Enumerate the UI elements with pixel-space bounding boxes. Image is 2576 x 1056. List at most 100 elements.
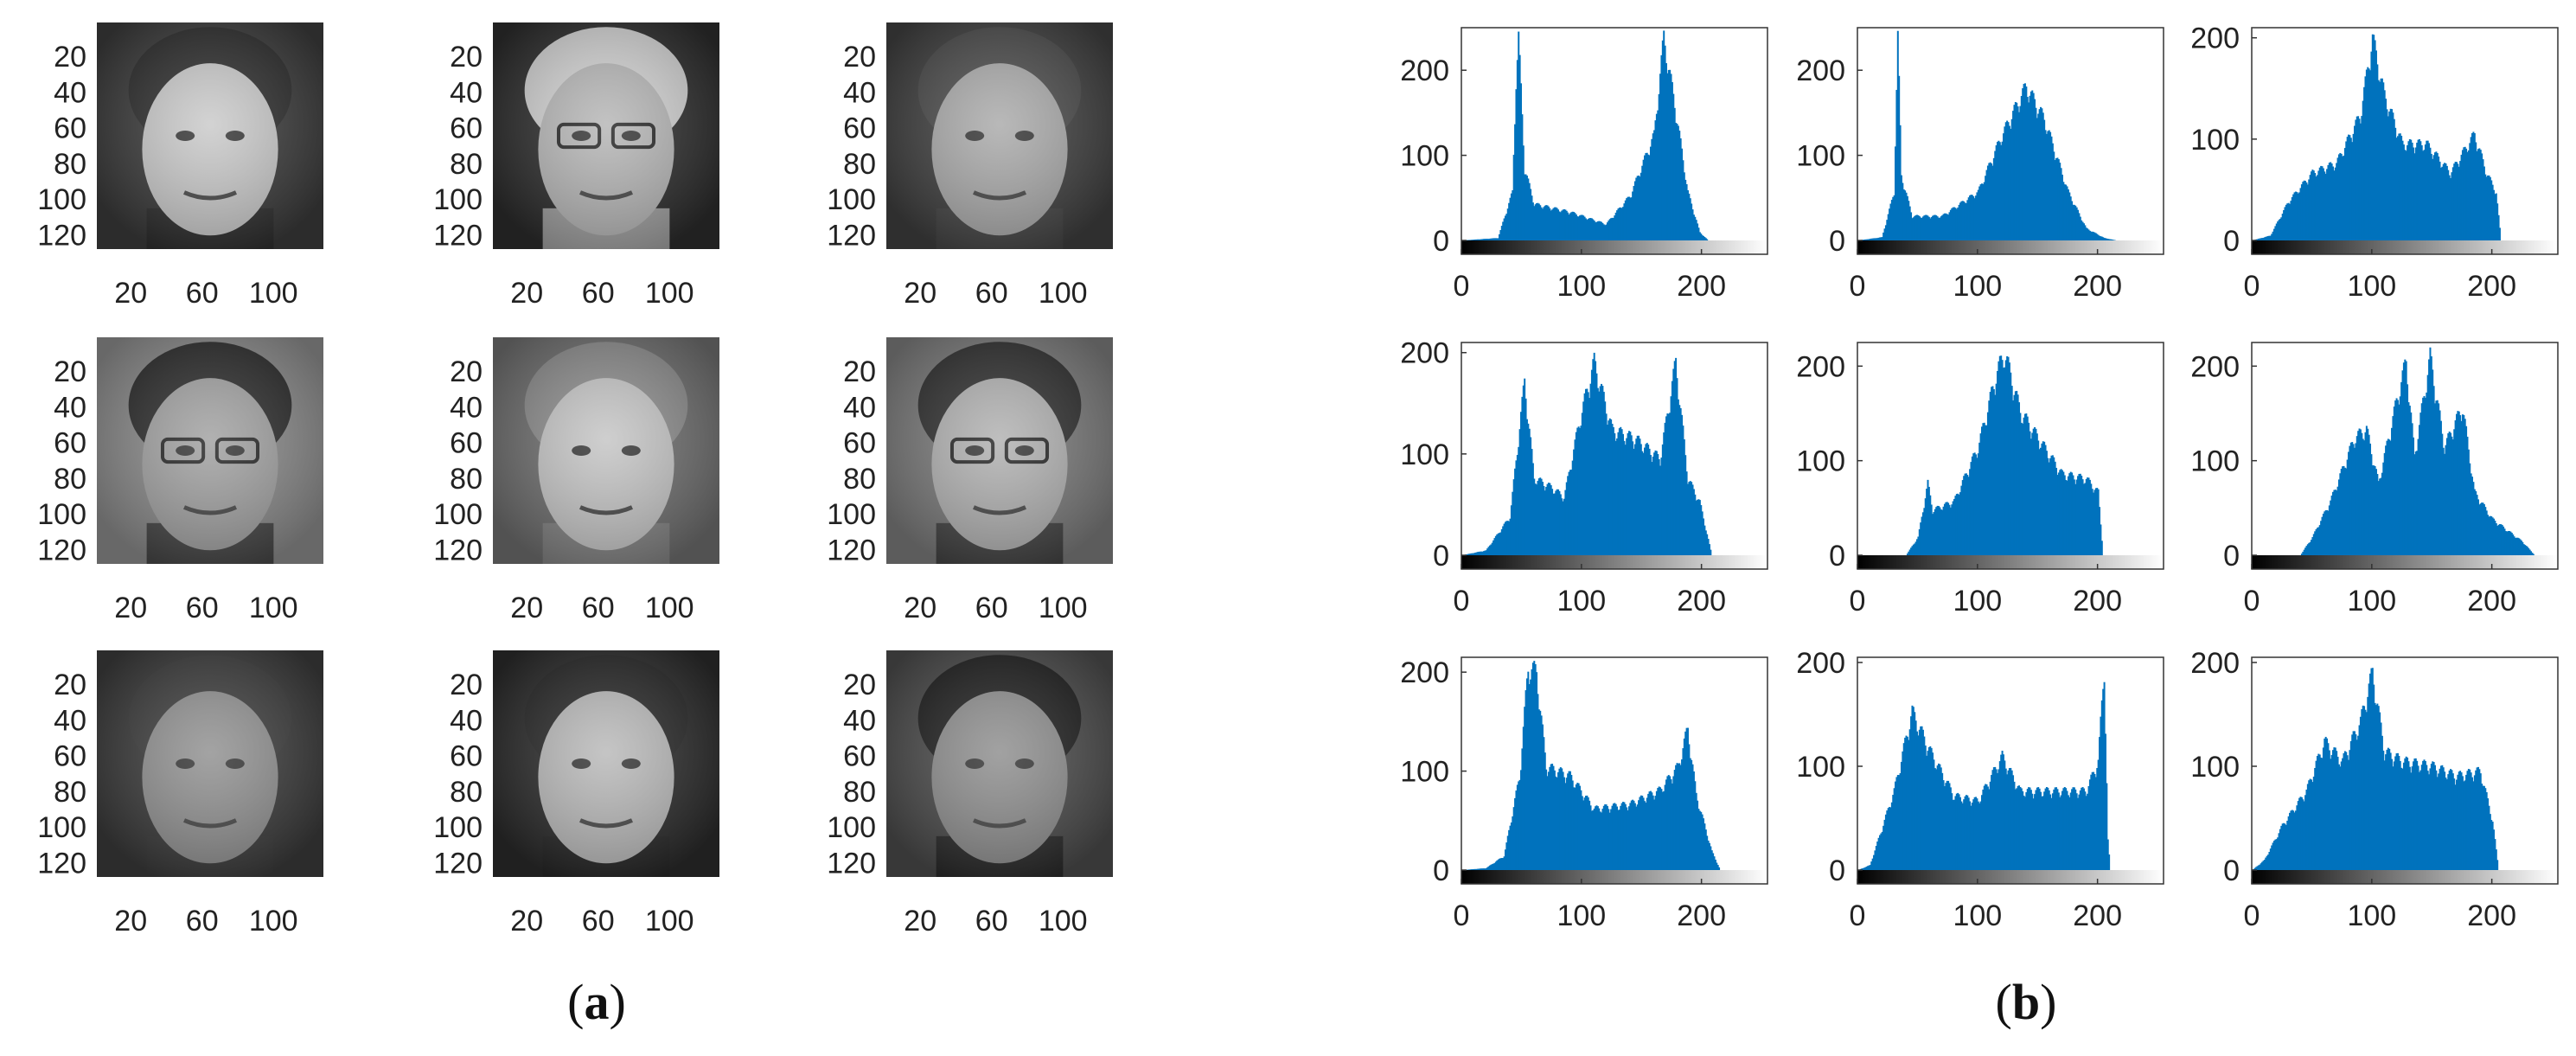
histogram-bar (1477, 552, 1480, 555)
histogram-bar (1620, 805, 1622, 870)
histogram-bar (1708, 842, 1710, 870)
histogram-bar (2457, 163, 2459, 240)
histogram-bar (2460, 772, 2463, 870)
histogram-bar (1890, 802, 1893, 870)
histogram-bar (2419, 413, 2422, 555)
histogram-bar (1985, 784, 1988, 870)
histogram-bar (1479, 551, 1481, 555)
histogram-bar (1620, 426, 1622, 555)
histogram-bar (1516, 60, 1518, 240)
histogram-bar (1660, 54, 1663, 240)
histogram-bar (2010, 767, 2012, 870)
x-tick-label: 200 (2467, 899, 2516, 932)
histogram-bar (1565, 482, 1568, 555)
histogram-bar (1698, 810, 1701, 870)
histogram-bar (1595, 806, 1597, 870)
histogram-bar (2044, 788, 2047, 870)
histogram-bar (1710, 850, 1713, 870)
histogram-bar (1515, 790, 1518, 870)
histogram-bar (2472, 131, 2475, 240)
histogram-bar (2016, 390, 2018, 555)
histogram-bar (2428, 359, 2431, 555)
histogram-bar (2300, 797, 2303, 870)
histogram-bar (1651, 462, 1653, 555)
histogram-bar (1581, 214, 1583, 240)
histogram-bar (1561, 210, 1563, 240)
histogram-bar (1598, 221, 1601, 240)
histogram-bar (2004, 126, 2006, 240)
histogram-bar (2271, 845, 2273, 870)
histogram-bar (2012, 775, 2015, 870)
histogram-bar (2315, 760, 2317, 870)
histogram-bar (2091, 231, 2093, 240)
histogram-bar (2494, 520, 2496, 555)
histogram-bar (1971, 456, 1973, 555)
histogram-bar (1677, 399, 1679, 555)
histogram-bar (1706, 534, 1709, 555)
histogram-bar (1486, 548, 1489, 555)
histogram-bar (2059, 163, 2061, 240)
histogram-bar (2280, 217, 2283, 240)
y-tick-label: 20 (54, 41, 86, 74)
histogram-bar (2367, 696, 2369, 870)
histogram-bar (2289, 812, 2292, 870)
histogram-bar (1550, 764, 1552, 870)
histogram-bar (2494, 194, 2496, 240)
histogram-bar (2333, 490, 2336, 555)
histogram-bar (1951, 504, 1953, 555)
histogram-bar (1965, 795, 1967, 870)
histogram-bar (2393, 761, 2395, 870)
histogram-bar (1557, 489, 1560, 555)
histogram-bar (2093, 771, 2095, 870)
histogram-bar (2023, 413, 2026, 555)
histogram-bar (2444, 771, 2446, 870)
histogram-bar (1924, 214, 1927, 240)
histogram-bar (2355, 119, 2357, 240)
histogram-bar (1577, 783, 1580, 870)
histogram-bar (2302, 182, 2304, 240)
histogram-bar (1599, 386, 1601, 555)
histogram-bar (1558, 211, 1561, 240)
histogram-bar (1531, 195, 1533, 240)
histogram-bar (1684, 731, 1687, 870)
x-tick-label: 0 (2244, 585, 2260, 618)
histogram-bar (2108, 854, 2111, 870)
histogram-bar (2410, 139, 2413, 240)
histogram-bar (1608, 418, 1611, 555)
histogram-bar (1614, 440, 1617, 555)
histogram-bar (1588, 218, 1591, 240)
histogram-bar (1601, 222, 1604, 240)
face-image-shading (493, 337, 719, 564)
histogram-bar (2065, 479, 2068, 555)
x-tick-label: 100 (1556, 270, 1606, 303)
histogram-bar (2463, 414, 2465, 555)
histogram-bar (1890, 199, 1893, 240)
histogram-bar (1914, 214, 1917, 240)
histogram-bar (2389, 440, 2392, 555)
histogram-bar (2099, 235, 2101, 240)
histogram-bar (1500, 858, 1503, 870)
histogram-bar (1660, 789, 1663, 870)
histogram-bar (2513, 536, 2515, 555)
histogram-bar (2068, 192, 2071, 240)
histogram-bar (1486, 239, 1489, 240)
histogram-bar (2413, 147, 2415, 240)
histogram-bar (1599, 811, 1601, 870)
histogram-bar (2094, 777, 2097, 870)
x-tick-label: 20 (114, 905, 147, 938)
histogram-bar (2426, 374, 2429, 555)
histogram-bar (1590, 369, 1593, 555)
histogram-bar (1661, 444, 1664, 555)
histogram-bar (2032, 798, 2035, 870)
histogram-bar (2386, 440, 2388, 555)
histogram-bar (2321, 758, 2324, 870)
histogram-bar (2407, 402, 2410, 555)
histogram-bar (2483, 785, 2485, 870)
histogram-bar (2072, 475, 2074, 555)
histogram-bar (1610, 218, 1613, 240)
histogram-bar (1527, 423, 1530, 555)
histogram-bar (1627, 196, 1630, 240)
histogram-bar (1508, 829, 1511, 870)
histogram-bar (2375, 705, 2377, 870)
histogram-bar (2073, 204, 2075, 240)
